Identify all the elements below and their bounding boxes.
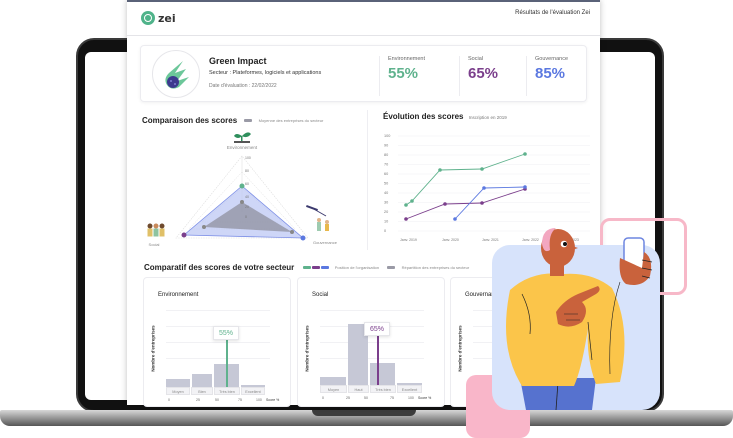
people-icon	[147, 223, 165, 237]
score-environment: Environnement 55%	[379, 56, 449, 96]
score-value: 55%	[388, 65, 419, 82]
person-with-phone-illustration	[506, 228, 653, 410]
svg-text:30: 30	[384, 201, 388, 205]
legend-swatch-governance	[320, 266, 329, 270]
evolution-subtitle: Inscription en 2019	[468, 115, 507, 120]
legend-distribution: Répartition des entreprises du secteur	[401, 265, 470, 271]
evolution-title: Évolution des scores Inscription en 2019	[383, 112, 507, 121]
hist-bar	[348, 324, 368, 385]
x-axis-unit: Score %	[418, 396, 432, 400]
hist-bar	[370, 363, 395, 385]
svg-text:Janv. 2021: Janv. 2021	[482, 238, 499, 242]
radar-tick: 80	[245, 169, 249, 173]
legend-swatch-social	[311, 266, 320, 270]
sector-title-text: Comparatif des scores de votre secteur	[144, 263, 295, 272]
laptop-notch	[312, 410, 416, 416]
histogram-social: Social Nombre d'entreprises 65% Moyen Ha…	[297, 277, 445, 407]
y-axis-ticks: 100 90 80 70 60 50 40 30 20 10 0	[384, 134, 390, 233]
org-marker-label: 65%	[364, 322, 390, 336]
axis-label-environment: Environnement	[227, 145, 258, 150]
radar-title-text: Comparaison des scores	[142, 116, 238, 125]
score-label: Environnement	[388, 56, 425, 62]
header-title: Résultats de l'évaluation Zei	[515, 10, 590, 16]
zei-logo[interactable]: zei	[141, 11, 176, 25]
svg-text:0: 0	[384, 229, 386, 233]
hist-bar	[192, 374, 212, 387]
x-axis-unit: Score %	[266, 398, 280, 402]
laptop-base	[0, 410, 733, 426]
legend-swatch-sector	[244, 119, 253, 123]
radar-tick: 20	[245, 205, 249, 209]
report-header: zei Résultats de l'évaluation Zei	[127, 2, 600, 36]
axis-label-social: Social	[149, 242, 160, 247]
score-label: Gouvernance	[535, 56, 569, 62]
gavel-people-icon	[306, 205, 329, 231]
svg-text:10: 10	[384, 220, 388, 224]
category-label: Excellent	[241, 387, 265, 395]
category-label: Bien	[191, 387, 213, 395]
radar-tick: 40	[245, 195, 249, 199]
category-label: Haut	[348, 385, 369, 393]
svg-text:100: 100	[384, 134, 390, 138]
score-value: 65%	[468, 65, 499, 82]
hist-bar	[166, 379, 190, 387]
svg-text:20: 20	[384, 210, 388, 214]
score-governance: Gouvernance 85%	[526, 56, 596, 96]
hist-bar	[320, 377, 346, 385]
organization-avatar	[152, 50, 200, 98]
y-axis-title: Nombre d'entreprises	[150, 325, 156, 372]
radar-chart: Environnement 100 80 60 40 20 0	[147, 132, 338, 247]
panel-title: Social	[312, 292, 329, 298]
svg-text:Janv. 2022: Janv. 2022	[522, 238, 539, 242]
svg-text:80: 80	[384, 153, 388, 157]
category-label: Excellent	[397, 385, 422, 393]
radar-tick: 0	[245, 215, 247, 219]
panel-title: Gouvernance	[465, 292, 502, 298]
category-label: Très bien	[370, 385, 396, 393]
svg-text:50: 50	[384, 182, 388, 186]
evaluation-date: Date d'évaluation : 22/02/2022	[209, 83, 277, 89]
organization-name: Green Impact	[209, 56, 267, 66]
score-social: Social 65%	[459, 56, 529, 96]
svg-text:Janv. 2020: Janv. 2020	[442, 238, 459, 242]
category-label: Moyen	[166, 387, 190, 395]
organization-sector: Secteur : Plateformes, logiciels et appl…	[209, 70, 322, 76]
legend-org: Position de l'organisation	[334, 265, 380, 271]
comet-icon	[165, 61, 189, 89]
svg-text:Janv. 2019: Janv. 2019	[400, 238, 417, 242]
logo-text: zei	[158, 11, 176, 25]
axis-label-governance: Gouvernance	[313, 240, 338, 245]
legend-swatch-distribution	[387, 266, 396, 270]
y-axis-title: Nombre d'entreprises	[304, 325, 310, 372]
radar-tick: 100	[245, 156, 251, 160]
org-marker-line	[226, 340, 228, 387]
svg-text:40: 40	[384, 191, 388, 195]
category-label: Moyen	[320, 385, 347, 393]
radar-legend: Moyenne des entreprises du secteur	[258, 118, 324, 124]
summary-card: Green Impact Secteur : Plateformes, logi…	[140, 45, 587, 102]
svg-text:90: 90	[384, 144, 388, 148]
sector-title: Comparatif des scores de votre secteur P…	[144, 263, 469, 272]
legend-swatch-environment	[302, 266, 311, 270]
radar-title: Comparaison des scores Moyenne des entre…	[142, 116, 323, 125]
score-label: Social	[468, 56, 483, 62]
category-label: Très bien	[214, 387, 240, 395]
histogram-environment: Environnement Nombre d'entreprises 55% M…	[143, 277, 291, 407]
zei-logo-icon	[141, 11, 155, 25]
hist-bar	[397, 383, 422, 385]
org-marker-label: 55%	[213, 326, 239, 340]
score-value: 85%	[535, 65, 566, 82]
plant-icon	[234, 132, 251, 143]
svg-text:70: 70	[384, 163, 388, 167]
section-divider	[367, 110, 368, 250]
evolution-title-text: Évolution des scores	[383, 112, 464, 121]
radar-tick: 60	[245, 182, 249, 186]
org-marker-line	[377, 336, 379, 385]
hist-bar	[241, 385, 265, 387]
panel-title: Environnement	[158, 292, 199, 298]
svg-text:60: 60	[384, 172, 388, 176]
y-axis-title: Nombre d'entreprises	[457, 325, 463, 372]
